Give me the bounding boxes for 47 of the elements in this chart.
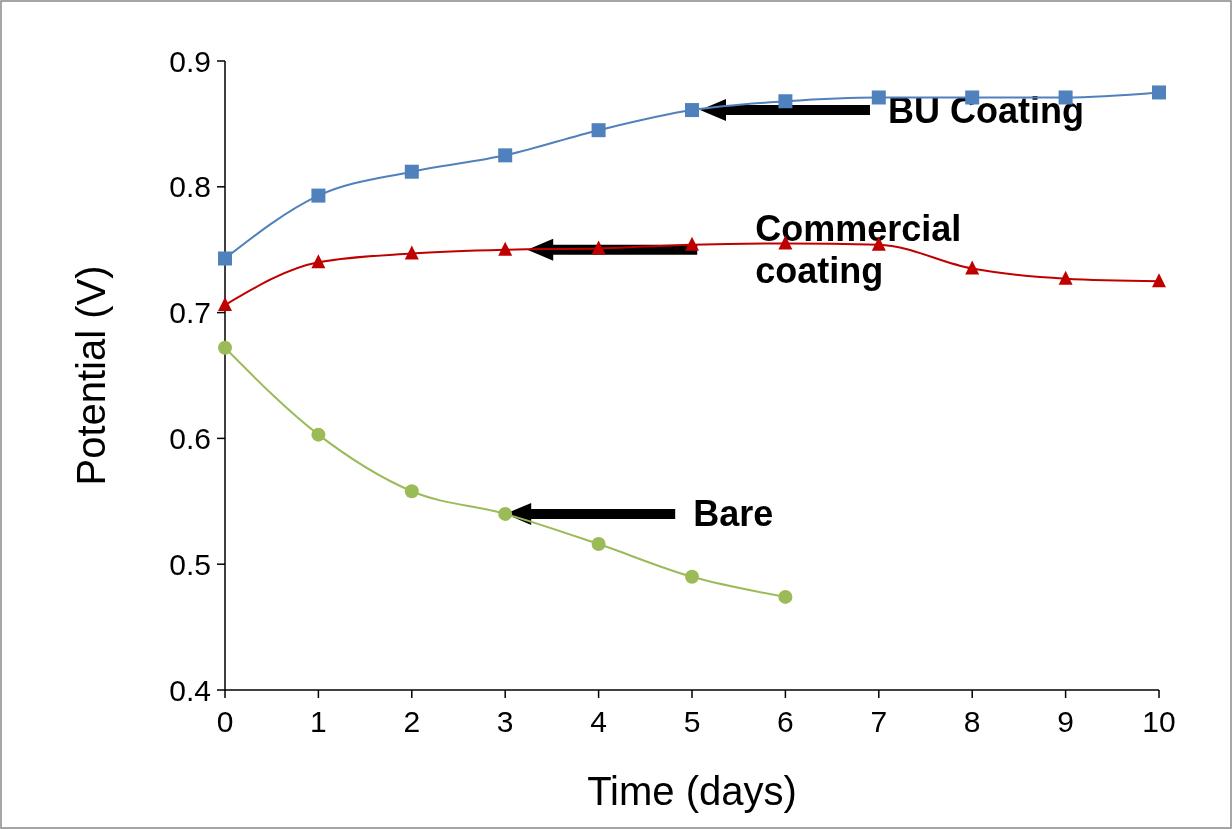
- point: [311, 254, 326, 269]
- point: [498, 241, 513, 256]
- x-tick-label: 5: [683, 705, 701, 738]
- point: [404, 164, 419, 179]
- point: [685, 236, 699, 251]
- point: [218, 340, 232, 355]
- x-axis-title: Time (days): [587, 769, 797, 813]
- y-tick-label: 0.5: [169, 547, 211, 581]
- point: [871, 90, 886, 105]
- series-label: BU Coating: [888, 89, 1084, 131]
- point: [404, 245, 419, 260]
- point: [591, 123, 606, 138]
- point: [498, 148, 513, 163]
- point: [778, 94, 793, 109]
- point: [591, 537, 606, 552]
- point: [218, 251, 232, 266]
- y-tick-label: 0.4: [169, 673, 211, 707]
- y-tick-label: 0.7: [169, 296, 211, 330]
- x-tick-label: 1: [310, 705, 327, 738]
- x-tick-label: 2: [403, 705, 421, 738]
- x-tick-label: 7: [870, 705, 888, 738]
- point: [311, 188, 326, 203]
- point: [1152, 85, 1166, 100]
- point: [685, 569, 699, 584]
- x-tick-label: 9: [1057, 705, 1074, 738]
- point: [685, 103, 699, 118]
- y-tick-label: 0.8: [169, 170, 211, 204]
- x-tick-label: 3: [496, 705, 514, 738]
- point: [591, 240, 606, 255]
- y-axis-title: Potential (V): [69, 265, 113, 486]
- x-tick-label: 10: [1142, 705, 1176, 738]
- point: [218, 297, 232, 312]
- point: [311, 427, 326, 442]
- point: [1152, 273, 1166, 288]
- x-tick-label: 4: [590, 705, 607, 738]
- series-label: Commercial coating: [755, 208, 962, 292]
- x-tick-label: 6: [777, 705, 794, 738]
- point: [965, 260, 980, 275]
- point: [498, 506, 513, 521]
- y-tick-label: 0.6: [169, 421, 211, 455]
- x-tick-label: 8: [963, 705, 981, 738]
- point: [404, 484, 419, 499]
- x-tick-label: 0: [216, 705, 234, 738]
- point: [1058, 270, 1073, 285]
- point: [778, 589, 793, 604]
- series-label: Bare: [693, 493, 774, 535]
- y-tick-label: 0.9: [169, 44, 211, 78]
